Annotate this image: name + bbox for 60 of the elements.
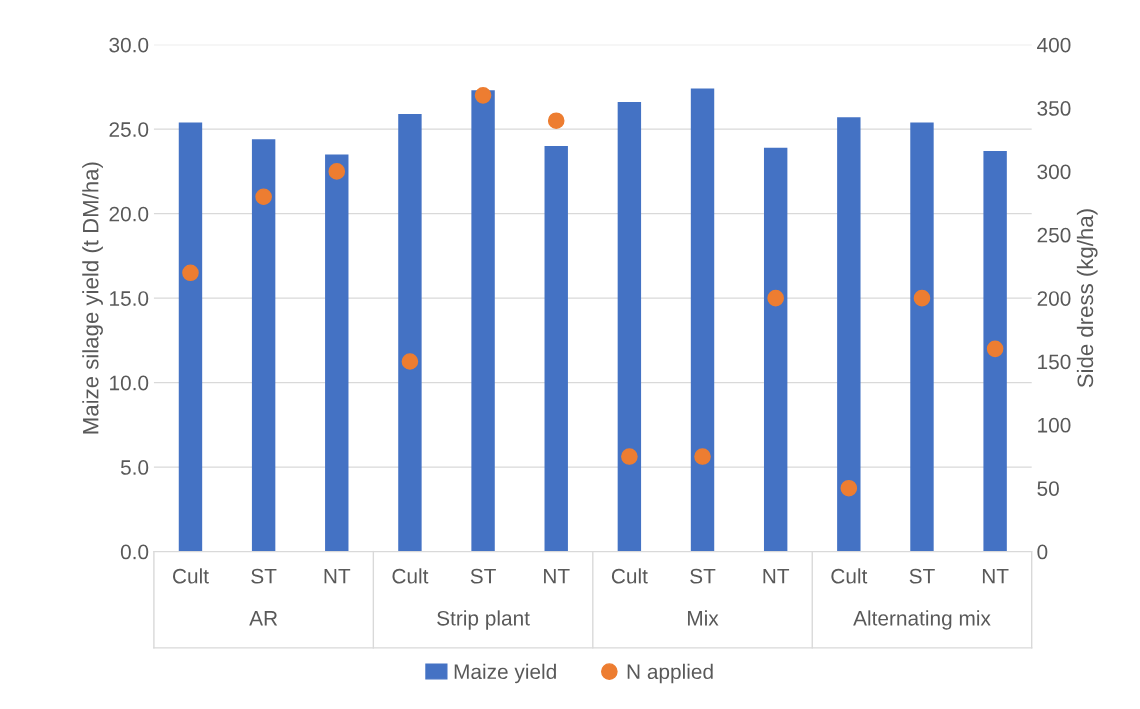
bar (178, 122, 203, 552)
y2-tick-label: 200 (1037, 291, 1071, 306)
text: Mix (688, 610, 719, 626)
y2-tick-label: 150 (1038, 354, 1071, 370)
y-axis-title: Maize silage yield (t DM/ha) (82, 162, 103, 434)
text: Strip plant (437, 610, 530, 630)
y2-tick-label: 400 (1037, 37, 1071, 53)
bar (983, 151, 1007, 552)
point (694, 448, 711, 465)
x-tick-label: ST (690, 568, 716, 584)
y-tick-label: 20.0 (109, 206, 149, 222)
y2-tick-label: 0 (1037, 544, 1048, 560)
x-tick-label: NT (544, 569, 570, 584)
legend-label: Maize yield (454, 663, 556, 684)
bar (325, 154, 349, 552)
y2-axis-title: Side dress (kg/ha) (1076, 209, 1098, 388)
bar (690, 88, 715, 552)
x-tick-label: Cult (392, 568, 429, 584)
bar (398, 113, 422, 552)
y-tick-label: 15.0 (110, 291, 149, 306)
point (255, 188, 272, 206)
point (767, 289, 784, 307)
point (474, 87, 492, 104)
point (547, 112, 565, 130)
bar (763, 147, 788, 552)
x-tick-label: ST (909, 568, 935, 584)
bar (251, 139, 276, 552)
y2-tick-label: 50 (1037, 481, 1059, 496)
point (182, 264, 199, 282)
bar (837, 117, 861, 552)
y-tick-label: 30.0 (109, 37, 149, 53)
x-tick-label: ST (470, 568, 496, 584)
point (840, 479, 858, 497)
bar (471, 90, 495, 552)
point (621, 448, 638, 465)
y-tick-label: 10.0 (110, 375, 149, 391)
y2-tick-label: 350 (1037, 101, 1071, 116)
x-tick-label: ST (251, 568, 277, 584)
point (328, 163, 346, 180)
point (913, 289, 931, 307)
bar (910, 122, 934, 552)
legend-label: N applied (627, 663, 713, 684)
x-tick-label: Cult (831, 568, 868, 584)
bar (617, 102, 642, 552)
text: Alternating mix (853, 610, 991, 630)
bar (544, 146, 568, 552)
y-tick-label: 5.0 (120, 460, 149, 475)
y-tick-label: 0.0 (120, 544, 149, 560)
y2-tick-label: 300 (1037, 164, 1071, 180)
x-tick-label: NT (982, 569, 1009, 584)
y2-tick-label: 250 (1037, 227, 1071, 243)
point (401, 353, 419, 370)
x-tick-label: Cult (173, 568, 209, 584)
text: AR (249, 611, 278, 626)
y-tick-label: 25.0 (109, 122, 149, 137)
point (986, 340, 1004, 358)
x-tick-label: Cult (611, 568, 648, 584)
x-tick-label: NT (324, 569, 351, 584)
y2-tick-label: 100 (1038, 417, 1071, 433)
x-tick-label: NT (763, 569, 790, 584)
